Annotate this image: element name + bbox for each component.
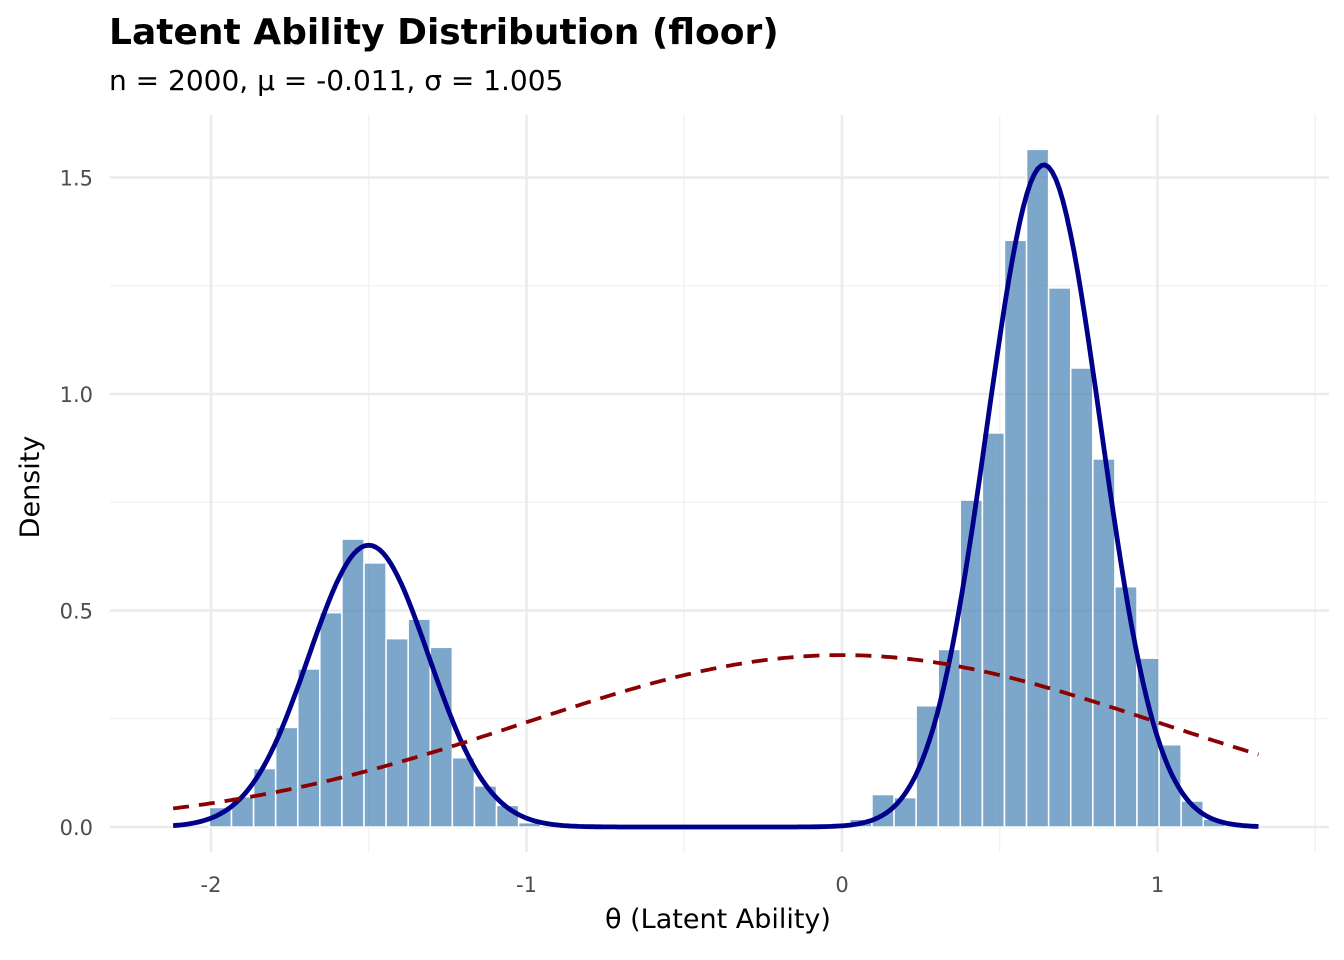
histogram-bar [451,756,476,828]
x-axis-title: θ (Latent Ability) [605,904,831,935]
x-tick-label: -2 [201,873,222,897]
y-tick-label: 1.5 [60,167,93,191]
histogram-bar [274,726,299,828]
histogram-bar [319,611,343,828]
histogram-bar [1025,148,1050,828]
y-axis-ticks: 0.0 0.5 1.0 1.5 [60,167,93,841]
y-axis-title: Density [15,436,46,539]
density-curves [172,162,1260,830]
x-tick-label: 1 [1151,873,1164,897]
histogram-bar [981,432,1006,828]
histogram-bar [1047,287,1072,828]
y-tick-label: 0.0 [60,816,93,840]
x-tick-label: -1 [516,873,537,897]
histogram-bar [1069,367,1094,828]
kde-density-curve [172,162,1259,830]
histogram-bar [937,648,962,828]
histogram-bar [1136,657,1160,828]
histogram-bar [1158,743,1182,828]
histogram-bar [429,646,454,828]
histogram-bar [363,562,387,828]
histogram-bar [385,637,409,828]
x-tick-label: 0 [835,873,848,897]
y-tick-label: 0.5 [60,600,93,624]
y-tick-label: 1.0 [60,383,93,407]
histogram-bar [1003,239,1028,828]
histogram-bar [1114,585,1138,828]
histogram-bar [341,538,365,828]
chart-title: Latent Ability Distribution (floor) [109,12,779,53]
histogram-bar [297,668,321,828]
x-axis-ticks: -2 -1 0 1 [201,873,1165,897]
chart-subtitle: n = 2000, μ = -0.011, σ = 1.005 [109,64,563,97]
normal-reference-curve [172,653,1260,811]
